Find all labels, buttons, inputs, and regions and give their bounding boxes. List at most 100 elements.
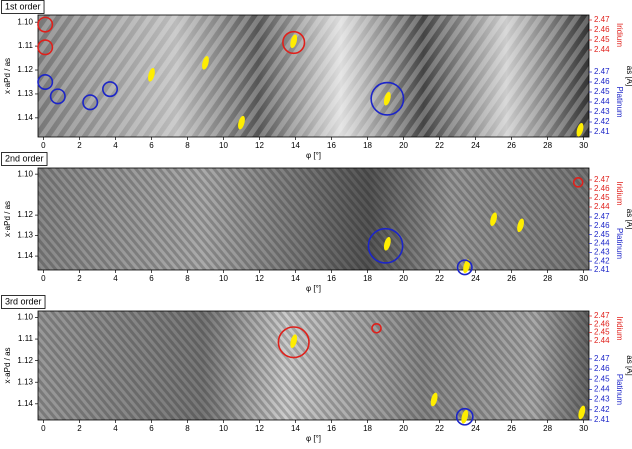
y2-tick-label: 2.46 (594, 25, 610, 34)
panel-title-box (1, 0, 45, 14)
x-tick-label: 22 (435, 424, 444, 433)
y-axis-label: x·aPd / as (3, 58, 12, 94)
marker-circle (82, 94, 99, 111)
x-tick-label: 30 (579, 424, 588, 433)
marker-circle (456, 259, 473, 276)
panel-title-box (1, 152, 48, 166)
marker-circle (37, 73, 54, 90)
heatmap-texture (38, 15, 589, 137)
y2-tick-label: 2.45 (594, 374, 610, 383)
panel-title: 2nd order (5, 153, 44, 163)
y-tick-label: 1.14 (17, 399, 33, 408)
x-tick-label: 4 (113, 274, 118, 283)
x-tick-label: 24 (471, 141, 480, 150)
y2-tick-label: 2.47 (594, 212, 610, 221)
y2-tick-label: 2.46 (594, 319, 610, 328)
marker-circle (455, 407, 474, 426)
yellow-spot (202, 56, 209, 70)
y2-tick-label: 2.43 (594, 247, 610, 256)
y-tick-label: 1.10 (17, 17, 33, 26)
yellow-spot (383, 236, 391, 251)
y2-tick-label: 2.47 (594, 175, 610, 184)
y2-axis-name: Iridium (615, 316, 624, 340)
x-tick-label: 26 (507, 424, 516, 433)
yellow-spot (461, 409, 469, 424)
x-tick-label: 6 (149, 274, 154, 283)
x-tick-label: 12 (255, 141, 264, 150)
y2-tick-label: 2.46 (594, 77, 610, 86)
marker-circle (371, 322, 382, 334)
marker-circle (277, 326, 310, 359)
marker-circle (37, 39, 54, 56)
yellow-spot (517, 218, 524, 233)
y2-tick-label: 2.42 (594, 256, 610, 265)
y2-tick-label: 2.44 (594, 385, 610, 394)
x-tick-label: 6 (149, 141, 154, 150)
marker-circle (370, 81, 405, 116)
x-tick-label: 26 (507, 274, 516, 283)
x-tick-label: 28 (543, 274, 552, 283)
heatmap-texture (38, 168, 589, 270)
y-tick-label: 1.10 (17, 313, 33, 322)
x-tick-label: 2 (77, 274, 82, 283)
x-tick-label: 14 (291, 141, 300, 150)
y-tick-label: 1.14 (17, 251, 33, 260)
x-tick-label: 8 (185, 274, 190, 283)
x-tick-label: 2 (77, 424, 82, 433)
x-tick-label: 28 (543, 424, 552, 433)
y-tick-label: 1.11 (18, 41, 34, 50)
marker-circle (37, 16, 54, 33)
x-tick-label: 30 (579, 274, 588, 283)
y2-tick-label: 2.46 (594, 364, 610, 373)
x-tick-label: 16 (327, 424, 336, 433)
x-tick-label: 18 (363, 424, 372, 433)
y2-axis-name: Iridium (615, 181, 624, 205)
y-tick-label: 1.13 (17, 377, 33, 386)
y2-tick-label: 2.45 (594, 328, 610, 337)
yellow-spot (148, 67, 155, 82)
x-tick-label: 20 (399, 424, 408, 433)
yellow-spot (383, 91, 391, 106)
yellow-spot (576, 123, 584, 137)
marker-circle (102, 81, 119, 98)
x-tick-label: 24 (471, 424, 480, 433)
y2-tick-label: 2.43 (594, 395, 610, 404)
x-tick-label: 0 (41, 274, 46, 283)
x-tick-label: 8 (185, 424, 190, 433)
y-tick-label: 1.13 (17, 231, 33, 240)
x-tick-label: 12 (255, 274, 264, 283)
x-tick-label: 22 (435, 274, 444, 283)
x-tick-label: 4 (113, 141, 118, 150)
x-tick-label: 28 (543, 141, 552, 150)
y2-tick-label: 2.41 (594, 265, 610, 274)
y2-tick-label: 2.44 (594, 202, 610, 211)
y2-axis-name: Platinum (615, 374, 624, 405)
x-tick-label: 8 (185, 141, 190, 150)
panel-title: 1st order (5, 1, 41, 11)
y-tick-label: 1.10 (17, 169, 33, 178)
plot-frame (37, 167, 590, 271)
y2-tick-label: 2.42 (594, 117, 610, 126)
marker-circle (572, 177, 584, 188)
yellow-spot (238, 115, 245, 130)
y2-tick-label: 2.47 (594, 311, 610, 320)
x-tick-label: 30 (579, 141, 588, 150)
y-tick-label: 1.13 (17, 89, 33, 98)
x-tick-label: 16 (327, 141, 336, 150)
y2-axis-name: Iridium (615, 23, 624, 47)
x-tick-label: 10 (219, 424, 228, 433)
y-axis-label: x·aPd / as (3, 201, 12, 237)
x-tick-label: 4 (113, 424, 118, 433)
y-tick-label: 1.12 (17, 356, 33, 365)
y2-axis-name: Platinum (615, 228, 624, 259)
panel-title: 3rd order (5, 296, 42, 306)
y-tick-label: 1.11 (18, 334, 34, 343)
x-tick-label: 26 (507, 141, 516, 150)
y2-tick-label: 2.47 (594, 354, 610, 363)
plot-frame (37, 310, 590, 421)
x-tick-label: 10 (219, 274, 228, 283)
y2-tick-label: 2.47 (594, 67, 610, 76)
y2-axis-name: Platinum (615, 86, 624, 117)
x-tick-label: 18 (363, 141, 372, 150)
